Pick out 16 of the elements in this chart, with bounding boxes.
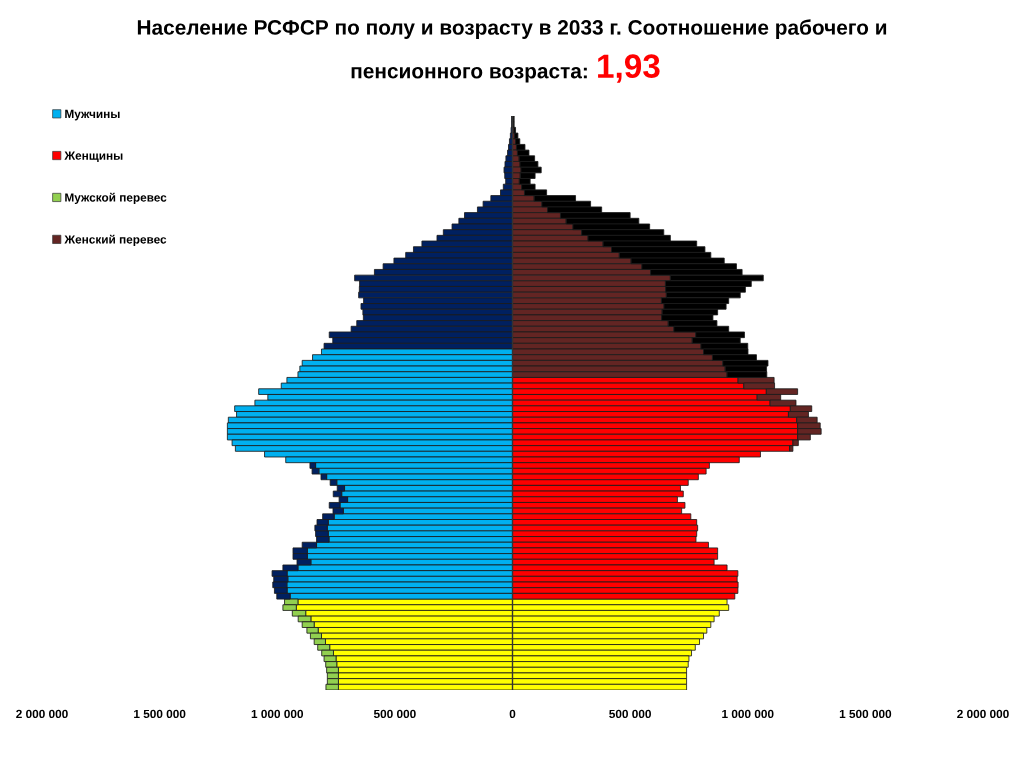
x-tick-label: 1 500 000 [134,709,186,719]
x-tick-label: 1 500 000 [839,709,892,719]
chart-title: Население РСФСР по полу и возрасту в 2033 г. Соотношение рабочего и [137,19,887,39]
x-tick-label: 1 000 000 [251,709,304,719]
legend-label: Мужчины [65,109,120,121]
x-tick-label: 500 000 [609,709,651,719]
legend-label: Женский перевес [64,234,167,246]
legend-label: Женщины [64,151,123,163]
text: 1,93 [598,54,660,83]
x-tick-label: 2 000 000 [16,709,68,719]
x-tick-label: 2 000 000 [957,709,1009,719]
x-tick-label: 0 [509,709,516,719]
x-tick-label: 1 000 000 [722,709,774,719]
chart-subtitle: пенсионного возраста: [351,67,587,83]
x-tick-label: 500 000 [373,709,416,719]
legend-label: Мужской перевес [65,192,167,205]
